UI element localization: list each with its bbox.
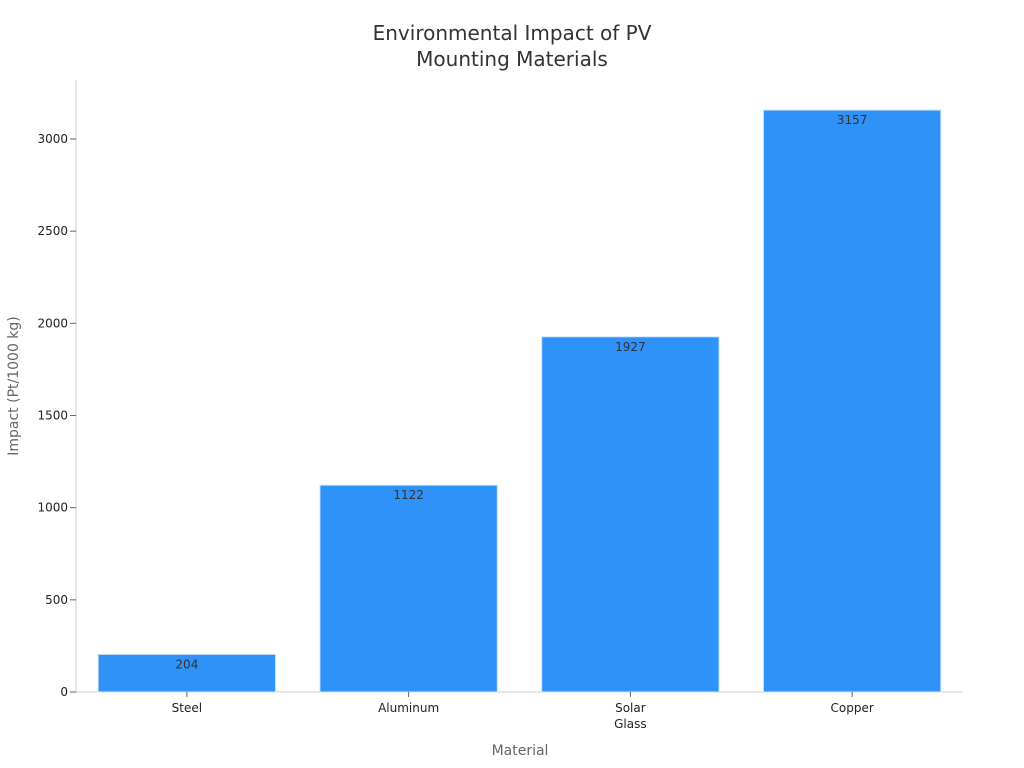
- y-tick-label: 0: [60, 685, 68, 699]
- y-tick-label: 500: [45, 593, 68, 607]
- bar-data-label: 1122: [393, 488, 424, 502]
- x-axis-ticks: Steel Aluminum Solar Glass Copper: [172, 692, 874, 731]
- bar-copper: [762, 109, 942, 693]
- y-axis-ticks: 0 500 1000 1500 2000 2500 3000: [37, 132, 76, 699]
- chart-title-line-2: Mounting Materials: [416, 47, 608, 71]
- x-axis-title: Material: [492, 743, 549, 759]
- y-tick-label: 1000: [37, 501, 68, 515]
- x-tick-label: Steel: [172, 701, 202, 715]
- x-tick-label: Solar: [615, 701, 646, 715]
- bar-data-label: 204: [175, 657, 198, 671]
- x-tick-label: Aluminum: [378, 701, 439, 715]
- bar-data-label: 3157: [837, 113, 868, 127]
- y-tick-label: 2500: [37, 224, 68, 238]
- y-tick-label: 1500: [37, 408, 68, 422]
- bar-steel: [97, 653, 277, 693]
- bars-group: [97, 109, 942, 693]
- bar-data-labels: 204 1122 1927 3157: [175, 113, 867, 671]
- bar-aluminum: [319, 484, 498, 693]
- x-tick-label: Copper: [830, 701, 873, 715]
- chart-title-line-1: Environmental Impact of PV: [373, 21, 652, 45]
- y-axis-title: Impact (Pt/1000 kg): [6, 316, 22, 456]
- bar-solar-glass: [541, 336, 720, 693]
- y-tick-label: 2000: [37, 316, 68, 330]
- x-tick-label: Glass: [614, 717, 647, 731]
- bar-data-label: 1927: [615, 340, 646, 354]
- y-tick-label: 3000: [37, 132, 68, 146]
